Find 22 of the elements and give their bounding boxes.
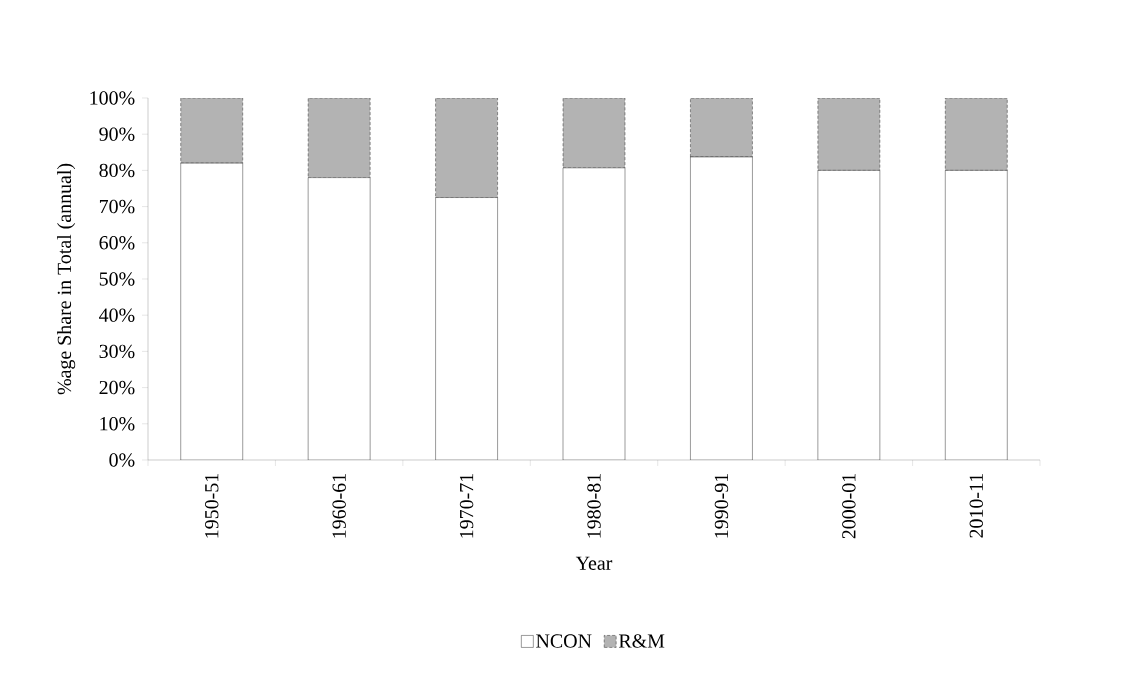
y-tick-label: 60% xyxy=(99,236,135,250)
x-tick-label: 1960-61 xyxy=(332,474,346,538)
y-tick-label: 80% xyxy=(99,163,135,178)
x-tick-label: 1950-51 xyxy=(205,474,219,538)
legend-label: NCON xyxy=(536,634,592,648)
y-axis-title: %age Share in Total (annual) xyxy=(57,163,76,395)
y-tick-label: 40% xyxy=(99,308,135,322)
y-tick-label: 50% xyxy=(99,272,135,286)
y-tick-label: 10% xyxy=(100,417,135,431)
y-tick-label: 20% xyxy=(99,380,135,395)
x-tick-label: 1980-81 xyxy=(587,474,601,538)
x-tick-label: 1970-71 xyxy=(459,474,474,538)
y-tick-label: 90% xyxy=(99,127,135,141)
x-tick-label: 1990-91 xyxy=(714,474,729,538)
y-tick-label: 30% xyxy=(99,344,135,359)
y-tick-label: 0% xyxy=(109,453,135,467)
x-axis-title: Year xyxy=(575,556,613,570)
x-tick-label: 2010-11 xyxy=(969,474,984,538)
x-tick-label: 2000-01 xyxy=(842,474,856,539)
y-tick-label: 70% xyxy=(99,199,135,214)
y-tick-label: 100% xyxy=(90,91,135,105)
legend-label: R&M xyxy=(618,634,665,648)
